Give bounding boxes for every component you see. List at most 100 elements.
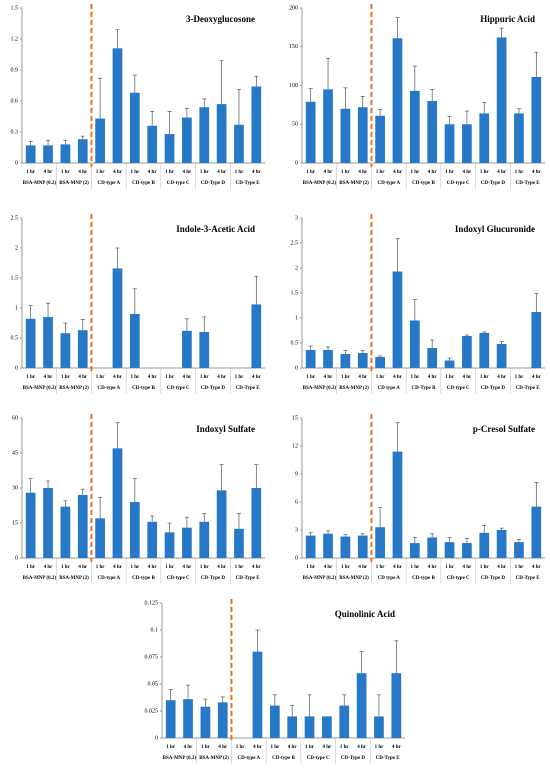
x-tick-label: 4 hr xyxy=(113,375,123,380)
y-tick-label: 0 xyxy=(15,555,18,561)
bar xyxy=(251,86,262,163)
bar xyxy=(234,528,244,558)
y-tick-label: 0 xyxy=(15,160,18,166)
x-tick-label: 1 hr xyxy=(200,565,210,570)
y-tick-label: 30 xyxy=(12,485,18,491)
y-tick-label: 60 xyxy=(12,415,18,421)
bar xyxy=(531,312,542,368)
bar xyxy=(531,76,542,163)
bar xyxy=(43,317,53,368)
y-tick-label: 2.5 xyxy=(291,240,299,246)
bar xyxy=(60,333,71,368)
bar xyxy=(375,115,385,163)
bar xyxy=(322,716,332,738)
bar xyxy=(392,271,403,368)
y-tick-label: 0 xyxy=(295,160,298,166)
group-label: BSA-MNP (2) xyxy=(199,756,229,761)
group-label: CD-type C xyxy=(447,576,470,581)
group-label: CD-Type E xyxy=(236,181,261,186)
group-label: CD-Type D xyxy=(341,756,366,761)
group-label: CD-type A xyxy=(97,181,120,186)
bar xyxy=(269,705,280,738)
x-tick-label: 4 hr xyxy=(324,565,334,570)
x-tick-label: 4 hr xyxy=(532,565,542,570)
y-tick-label: 0.05 xyxy=(148,681,159,687)
chart-title: 3-Deoxyglucosone xyxy=(186,14,255,24)
bar xyxy=(392,38,403,163)
group-label: CD-type B xyxy=(132,181,155,186)
bar xyxy=(77,495,88,558)
x-tick-label: 1 hr xyxy=(376,375,386,380)
x-tick-label: 1 hr xyxy=(306,565,316,570)
x-tick-label: 1 hr xyxy=(410,565,420,570)
bar xyxy=(95,118,105,163)
bar xyxy=(323,350,333,368)
x-tick-label: 1 hr xyxy=(96,565,106,570)
y-tick-label: 15 xyxy=(12,520,18,526)
bar xyxy=(112,268,123,368)
x-tick-label: 1 hr xyxy=(341,565,351,570)
y-tick-label: 0 xyxy=(15,365,18,371)
bar xyxy=(462,336,472,368)
bar xyxy=(199,521,210,558)
x-tick-label: 1 hr xyxy=(96,170,106,175)
bar xyxy=(356,673,367,738)
bar xyxy=(375,527,385,558)
group-label: BSA-MNP (0.2) xyxy=(303,386,337,391)
group-label: CD-Type E xyxy=(236,386,261,391)
bar xyxy=(304,716,315,738)
x-tick-label: 1 hr xyxy=(130,375,140,380)
y-tick-label: 0 xyxy=(295,555,298,561)
group-label: BSA-MNP (2) xyxy=(59,576,89,581)
bar xyxy=(165,700,176,738)
x-tick-label: 1 hr xyxy=(61,375,71,380)
y-tick-label: 2 xyxy=(15,245,18,251)
bar xyxy=(340,108,351,163)
x-tick-label: 1 hr xyxy=(26,565,36,570)
bar xyxy=(200,706,211,738)
x-tick-label: 4 hr xyxy=(428,565,438,570)
x-tick-label: 4 hr xyxy=(44,565,54,570)
bar xyxy=(409,320,420,368)
y-tick-label: 150 xyxy=(289,44,298,50)
x-tick-label: 1 hr xyxy=(165,170,175,175)
x-tick-label: 1 hr xyxy=(235,565,245,570)
y-tick-label: 0.1 xyxy=(151,627,159,633)
x-tick-label: 1 hr xyxy=(270,745,280,750)
bar xyxy=(514,113,524,163)
bar xyxy=(129,314,140,368)
group-label: BSA-MNP (2) xyxy=(59,181,89,186)
group-label: CD-type C xyxy=(447,181,470,186)
y-tick-label: 0.9 xyxy=(11,67,19,73)
x-tick-label: 4 hr xyxy=(183,565,193,570)
x-tick-label: 4 hr xyxy=(218,745,228,750)
x-tick-label: 4 hr xyxy=(217,170,227,175)
bar xyxy=(427,348,438,368)
bar xyxy=(340,354,351,368)
group-label: CD-Type E xyxy=(376,756,401,761)
group-label: CD-Type D xyxy=(201,181,226,186)
group-label: BSA-MNP (2) xyxy=(59,386,89,391)
y-tick-label: 2.5 xyxy=(11,215,19,221)
group-label: CD-type A xyxy=(97,386,120,391)
bar xyxy=(409,90,420,163)
bar xyxy=(496,530,507,558)
x-tick-label: 4 hr xyxy=(44,170,54,175)
x-tick-label: 4 hr xyxy=(497,375,507,380)
y-tick-label: 0.5 xyxy=(11,335,19,341)
x-tick-label: 1 hr xyxy=(341,170,351,175)
group-label: CD-type C xyxy=(167,386,190,391)
bar xyxy=(60,506,71,558)
group-label: CD-type C xyxy=(167,181,190,186)
group-label: BSA-MNP (0.2) xyxy=(23,576,57,581)
x-tick-label: 4 hr xyxy=(463,170,473,175)
x-tick-label: 4 hr xyxy=(393,170,403,175)
bar xyxy=(60,144,71,163)
bar xyxy=(462,124,472,163)
y-tick-label: 0.3 xyxy=(11,129,19,135)
group-label: CD-Type E xyxy=(236,576,261,581)
x-tick-label: 1 hr xyxy=(165,375,175,380)
bar xyxy=(251,304,262,368)
y-tick-label: 1.5 xyxy=(11,5,19,11)
